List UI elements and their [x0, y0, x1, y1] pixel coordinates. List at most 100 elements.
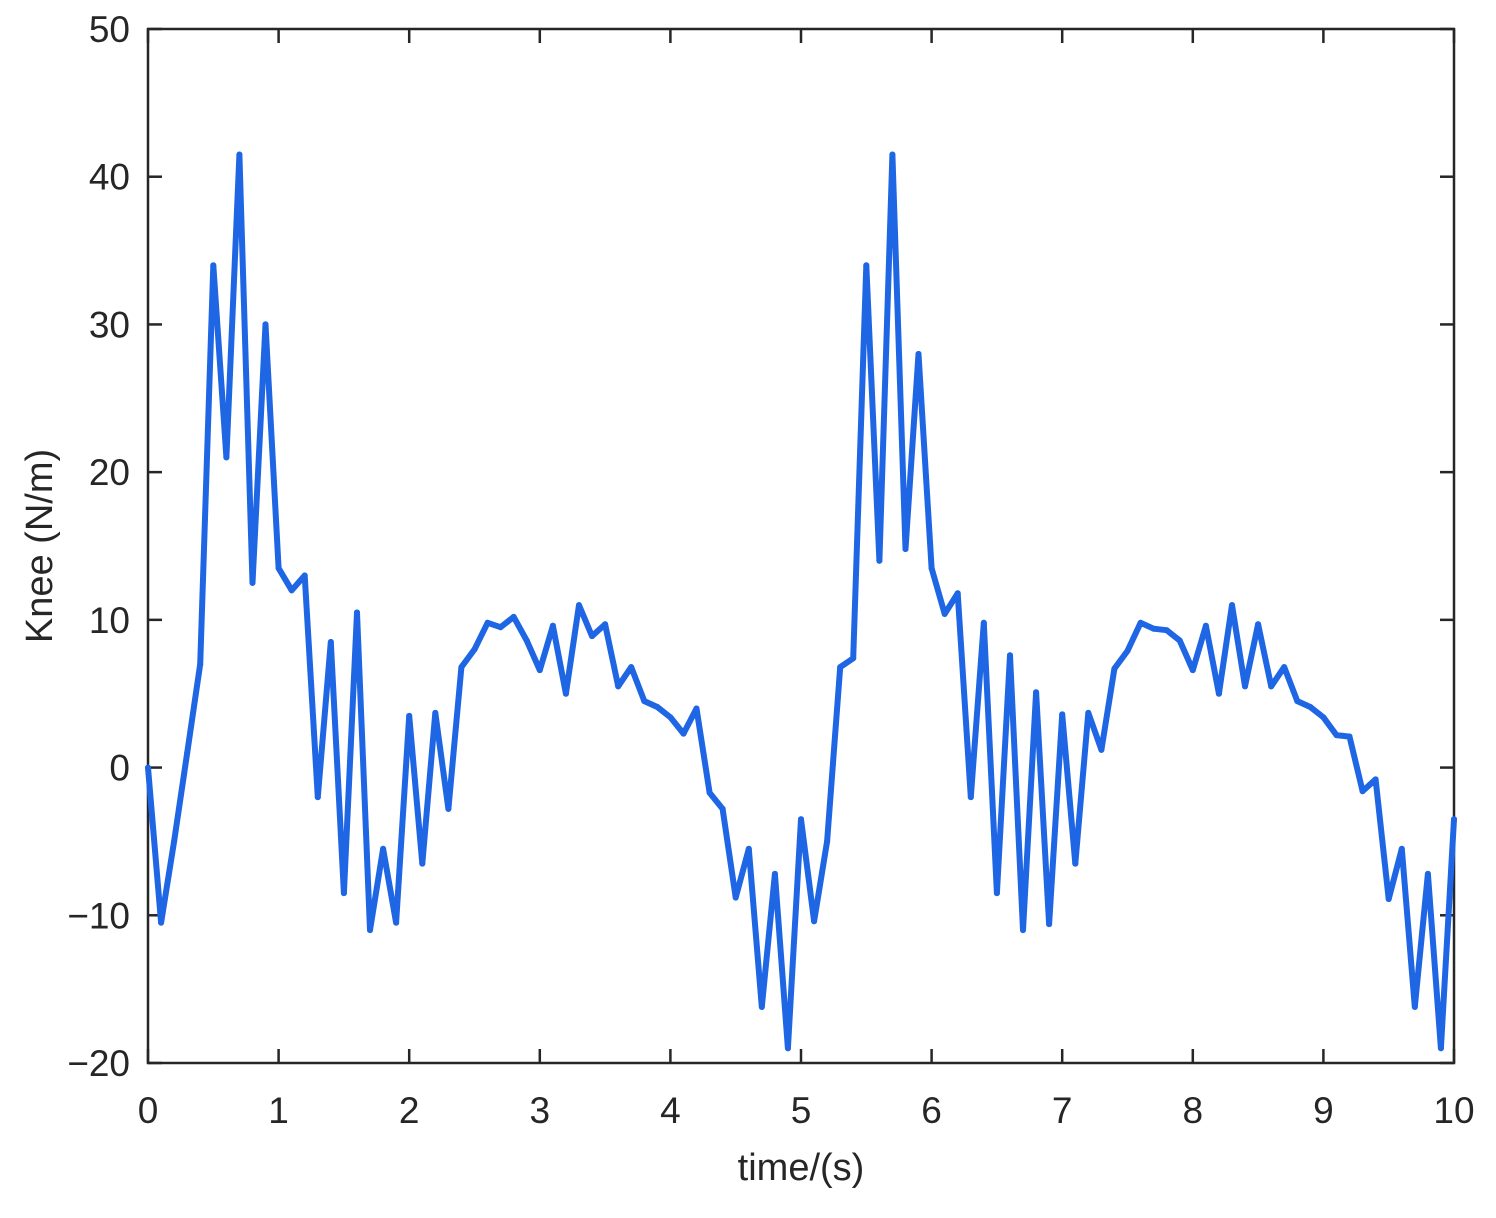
- data-point: [798, 816, 804, 823]
- data-point: [1333, 732, 1340, 739]
- data-point: [562, 690, 569, 697]
- x-axis-title: time/(s): [738, 1147, 865, 1189]
- data-point: [1020, 927, 1027, 934]
- data-point: [210, 262, 217, 269]
- data-point: [967, 794, 974, 801]
- data-point: [993, 890, 1000, 897]
- data-point: [1033, 689, 1040, 696]
- data-point: [1046, 921, 1053, 928]
- data-point: [393, 919, 400, 926]
- data-point: [1307, 704, 1314, 711]
- data-point: [1215, 690, 1222, 697]
- x-tick-label: 10: [1433, 1090, 1474, 1131]
- data-point: [589, 633, 596, 640]
- data-point: [628, 664, 635, 671]
- x-tick-label: 1: [268, 1090, 289, 1131]
- data-point: [158, 919, 165, 926]
- data-point: [1398, 845, 1405, 852]
- x-tick-label: 4: [660, 1090, 681, 1131]
- data-point: [602, 621, 609, 628]
- data-point: [1372, 776, 1379, 783]
- data-point: [1437, 1045, 1444, 1052]
- data-point: [445, 805, 452, 812]
- data-point: [693, 705, 700, 712]
- tick-marks: [146, 27, 1456, 1065]
- y-tick-labels: −20 −10 0 10 20 30 40 50: [67, 9, 130, 1084]
- data-point: [1346, 733, 1353, 740]
- data-point: [1424, 870, 1431, 877]
- data-point: [1281, 664, 1288, 671]
- data-point: [654, 704, 661, 711]
- data-point: [145, 764, 151, 771]
- data-point: [432, 709, 439, 716]
- data-point: [667, 714, 674, 721]
- y-tick-label: 50: [89, 9, 130, 50]
- y-tick-label: 30: [89, 304, 130, 345]
- data-point: [889, 151, 896, 158]
- data-point: [811, 918, 818, 925]
- data-point: [732, 894, 739, 901]
- data-point: [575, 602, 582, 609]
- data-point: [758, 1003, 765, 1010]
- data-point: [406, 712, 413, 719]
- data-point: [1137, 619, 1144, 626]
- data-point: [171, 838, 178, 845]
- data-point: [771, 870, 778, 877]
- x-tick-label: 6: [921, 1090, 942, 1131]
- data-point: [902, 545, 909, 552]
- data-point: [641, 698, 648, 705]
- y-tick-label: 40: [89, 157, 130, 198]
- data-point: [954, 590, 961, 597]
- data-point: [288, 587, 295, 594]
- data-point: [1150, 625, 1157, 632]
- data-point: [458, 664, 465, 671]
- data-point: [353, 609, 360, 616]
- data-point: [197, 661, 204, 668]
- y-tick-label: −20: [67, 1043, 130, 1084]
- data-point: [262, 321, 269, 328]
- data-point: [1228, 602, 1235, 609]
- data-point: [706, 789, 713, 796]
- data-point: [1098, 746, 1105, 753]
- y-tick-label: −10: [67, 895, 130, 936]
- data-point: [380, 845, 387, 852]
- data-point: [314, 794, 321, 801]
- data-point: [367, 927, 374, 934]
- data-point: [1059, 711, 1066, 718]
- data-point: [1242, 683, 1249, 690]
- data-point: [484, 619, 491, 626]
- data-point: [223, 454, 230, 461]
- data-point: [719, 805, 726, 812]
- data-point: [680, 730, 687, 737]
- data-point: [863, 262, 870, 269]
- data-point: [1411, 1003, 1418, 1010]
- data-point: [1189, 667, 1196, 674]
- data-point: [941, 610, 948, 617]
- data-point: [928, 565, 935, 572]
- data-point: [184, 749, 191, 756]
- data-point: [236, 151, 243, 158]
- x-tick-label: 9: [1313, 1090, 1334, 1131]
- data-point: [1320, 714, 1327, 721]
- data-point: [837, 664, 844, 671]
- x-tick-label: 5: [791, 1090, 812, 1131]
- data-point: [497, 624, 504, 631]
- data-point: [536, 667, 543, 674]
- data-point: [980, 619, 987, 626]
- data-point: [745, 845, 752, 852]
- x-tick-label: 7: [1052, 1090, 1073, 1131]
- data-point: [1124, 647, 1131, 654]
- data-point: [1202, 622, 1209, 629]
- data-point: [275, 565, 282, 572]
- data-point: [1268, 683, 1275, 690]
- data-point: [1255, 621, 1262, 628]
- data-point: [549, 622, 556, 629]
- x-tick-label: 8: [1183, 1090, 1204, 1131]
- x-tick-label: 3: [530, 1090, 551, 1131]
- data-point: [1006, 652, 1013, 659]
- data-point: [510, 613, 517, 620]
- data-point: [249, 579, 256, 586]
- data-point: [327, 639, 334, 646]
